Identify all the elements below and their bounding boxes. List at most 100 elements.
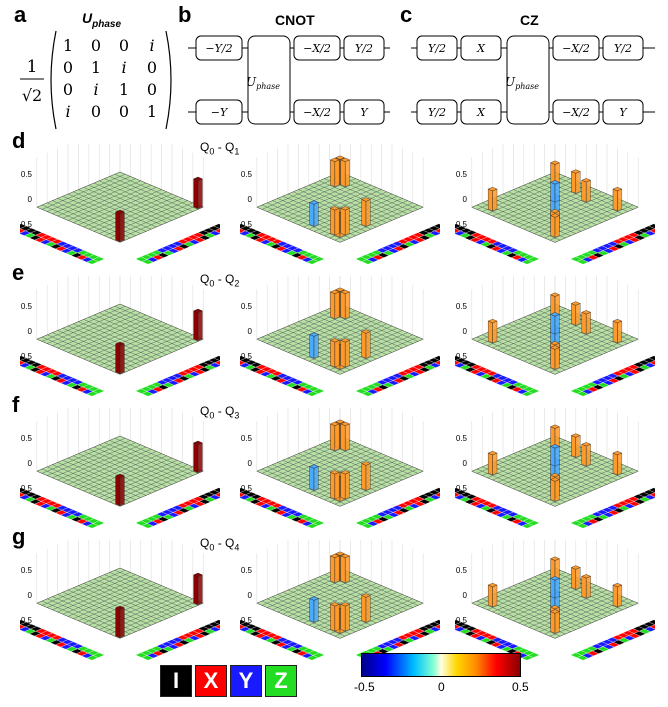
matrix-cell: 0 <box>91 36 101 55</box>
axes-walls <box>36 408 204 472</box>
bars <box>309 419 371 502</box>
z-tick-label: 0 <box>248 591 253 600</box>
bar <box>340 421 351 452</box>
bar <box>550 213 560 238</box>
legend-y-label: Y <box>238 668 254 693</box>
bar <box>329 602 340 632</box>
bar <box>340 470 351 500</box>
matrix-cell: i <box>65 102 70 121</box>
bar <box>340 553 351 584</box>
z-axis: 0.5 0 -0.5 <box>20 566 33 625</box>
bar <box>115 209 125 243</box>
panel-label-g: g <box>12 524 26 549</box>
gate-label: Y/2 <box>355 42 373 55</box>
bar <box>550 576 560 599</box>
state-tomography-plot: 0.5 0 -0.5 <box>455 276 655 397</box>
matrix-cell: 1 <box>119 80 129 99</box>
bars <box>115 176 203 243</box>
z-tick-label: 0.5 <box>456 170 468 179</box>
z-tick-label: 0 <box>248 327 253 336</box>
gate-label: −Y/2 <box>205 42 232 55</box>
colorbar-min-label: -0.5 <box>354 680 375 694</box>
z-axis: 0.5 0 -0.5 <box>20 434 33 493</box>
z-axis: 0.5 0 -0.5 <box>20 170 33 229</box>
matrix-cell: 0 <box>63 58 73 77</box>
z-axis: 0.5 0 -0.5 <box>240 170 253 229</box>
gate: Y/2 <box>416 99 458 125</box>
matrix-cell: 1 <box>63 36 73 55</box>
gate-label: Y <box>619 106 628 119</box>
bar <box>329 553 340 584</box>
z-axis: 0.5 0 -0.5 <box>240 434 253 493</box>
gate-label: Y <box>360 106 369 119</box>
panel-label-e: e <box>12 260 25 285</box>
pauli-label-strip <box>240 223 440 265</box>
floor <box>256 435 424 507</box>
z-tick-label: 0.5 <box>21 302 33 311</box>
z-tick-label: 0.5 <box>241 170 253 179</box>
colorbar-max-label: 0.5 <box>512 680 529 694</box>
z-tick-label: -0.5 <box>455 484 468 493</box>
matrix-cell: 1 <box>147 102 157 121</box>
z-tick-label: 0.5 <box>241 566 253 575</box>
bar <box>361 461 371 491</box>
panel-label-a: a <box>14 2 27 27</box>
z-tick-label: -0.5 <box>20 352 33 361</box>
bar <box>329 421 340 452</box>
panel-label-f: f <box>12 392 20 417</box>
state-tomography-plot: 0.5 0 -0.5 <box>240 144 440 265</box>
floor <box>256 567 424 639</box>
bar <box>487 186 498 212</box>
bar <box>570 301 581 326</box>
panel-a-matrix: 1 √2 1 0 0 i0 1 i 00 i 1 0i 0 0 1 <box>20 30 172 130</box>
bar <box>361 593 371 623</box>
gate-label: Y/2 <box>614 42 632 55</box>
bars <box>115 572 203 639</box>
bar <box>309 332 319 359</box>
bar <box>329 157 340 188</box>
uphase-title-sub: phase <box>92 18 122 30</box>
prefactor-den: √2 <box>22 86 42 105</box>
bar <box>612 186 623 212</box>
row-title: Q0 - Q4 <box>200 536 240 553</box>
z-tick-label: 0.5 <box>241 302 253 311</box>
z-tick-label: 0 <box>28 327 33 336</box>
axes-walls <box>36 144 204 208</box>
z-axis: 0.5 0 -0.5 <box>455 566 468 625</box>
pauli-label-strip <box>20 355 220 397</box>
bar <box>361 197 371 227</box>
z-axis: 0.5 0 -0.5 <box>20 302 33 361</box>
gate: X <box>460 35 502 61</box>
z-axis: 0.5 0 -0.5 <box>455 302 468 361</box>
bar <box>550 160 560 185</box>
z-tick-label: 0 <box>463 195 468 204</box>
matrix-cell: 1 <box>91 58 101 77</box>
axes-walls <box>256 144 424 208</box>
legend-x-label: X <box>203 668 219 693</box>
bars <box>309 287 371 370</box>
z-tick-label: -0.5 <box>240 220 253 229</box>
bar <box>115 341 125 375</box>
bar <box>115 473 125 507</box>
matrix-cell: 0 <box>119 36 129 55</box>
matrix-cell: 0 <box>147 80 157 99</box>
z-tick-label: -0.5 <box>240 352 253 361</box>
bar <box>570 433 581 458</box>
z-tick-label: -0.5 <box>455 352 468 361</box>
gate: −X/2 <box>552 99 600 125</box>
bar <box>340 157 351 188</box>
bar <box>570 565 581 590</box>
bar <box>340 206 351 236</box>
legend-z-label: Z <box>274 668 288 693</box>
bar <box>329 289 340 320</box>
bar <box>340 289 351 320</box>
pauli-label-strip <box>20 487 220 529</box>
bar <box>309 200 319 227</box>
gate: Y/2 <box>416 35 458 61</box>
bar <box>487 318 498 344</box>
gate: Y <box>343 99 385 125</box>
bar <box>550 556 560 581</box>
bar <box>193 176 203 210</box>
floor <box>36 435 204 507</box>
matrix-cell: 0 <box>147 58 157 77</box>
